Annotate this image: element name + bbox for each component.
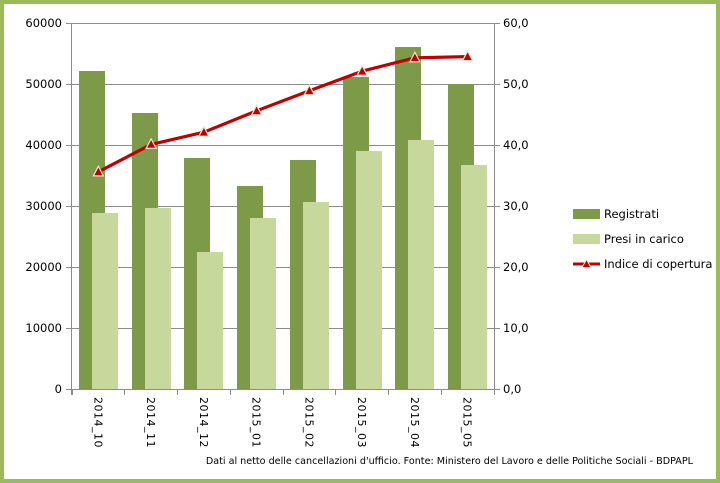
gridline: [72, 22, 494, 24]
y-axis-right-tick: [495, 144, 500, 146]
y-axis-right-tick-label: 20,0: [503, 260, 529, 274]
x-axis-tick: [440, 389, 442, 395]
bar-presi-in-carico: [91, 213, 118, 389]
y-axis-left-tick-label: 60000: [25, 16, 62, 30]
y-axis-right-tick-label: 40,0: [503, 138, 529, 152]
x-axis-category-label: 2015_04: [407, 397, 421, 448]
legend-line-marker-icon: [573, 258, 600, 268]
legend-label: Indice di copertura: [604, 257, 713, 271]
gridline: [72, 327, 494, 329]
legend-item-registrati: Registrati: [573, 207, 712, 221]
y-axis-left-tick: [66, 205, 71, 207]
coverage-line: [97, 55, 468, 174]
y-axis-left-tick-label: 0: [54, 382, 62, 396]
y-axis-left-tick: [66, 266, 71, 268]
legend-item-presi-in-carico: Presi in carico: [573, 232, 712, 246]
source-note: Dati al netto delle cancellazioni d'uffi…: [205, 456, 693, 467]
x-axis-tick: [493, 389, 495, 395]
line-marker: [461, 49, 474, 62]
y-axis-right-tick-label: 10,0: [503, 321, 529, 335]
y-axis-left-tick-label: 20000: [25, 260, 62, 274]
legend-label: Presi in carico: [604, 232, 684, 246]
y-axis-right-tick-label: 50,0: [503, 77, 529, 91]
gridline: [72, 266, 494, 268]
bar-presi-in-carico: [144, 208, 171, 389]
bar-presi-in-carico: [197, 251, 224, 389]
bar-presi-in-carico: [302, 202, 329, 389]
x-axis-tick: [335, 389, 337, 395]
line-marker: [197, 125, 210, 137]
y-axis-right-tick: [495, 205, 500, 207]
y-axis-left-line: [71, 23, 72, 395]
plot-area: [72, 22, 494, 390]
x-axis-category-label: 2014_12: [196, 397, 210, 448]
y-axis-right-tick: [495, 266, 500, 268]
bar-presi-in-carico: [461, 164, 488, 389]
line-marker: [92, 165, 105, 177]
y-axis-left-tick-label: 30000: [25, 199, 62, 213]
coverage-line-layer: [92, 49, 474, 177]
y-axis-right-tick-label: 60,0: [503, 16, 529, 30]
y-axis-left-tick-label: 50000: [25, 77, 62, 91]
line-marker: [303, 83, 316, 96]
legend-label: Registrati: [604, 207, 660, 221]
y-axis-left-tick: [66, 327, 71, 329]
x-axis-tick: [124, 389, 126, 395]
x-axis-category-label: 2014_10: [91, 397, 105, 448]
gridline: [72, 144, 494, 146]
y-axis-right-tick: [495, 388, 500, 390]
line-marker: [356, 64, 369, 76]
y-axis-left-tick-label: 40000: [25, 138, 62, 152]
x-axis-tick: [388, 389, 389, 395]
x-axis-tick: [71, 389, 73, 395]
line-marker: [145, 137, 158, 149]
y-axis-right-tick: [495, 327, 500, 329]
legend: Registrati Presi in carico Indice di coper…: [573, 207, 712, 271]
x-axis-line: [66, 389, 494, 390]
y-axis-left-tick: [66, 388, 71, 390]
line-marker: [250, 104, 263, 116]
y-axis-left-tick: [66, 144, 71, 146]
y-axis-right-tick-label: 0,0: [503, 382, 522, 396]
y-axis-left-tick: [66, 83, 71, 85]
gridline: [72, 205, 494, 207]
bar-presi-in-carico: [250, 218, 277, 389]
gridline: [72, 83, 494, 85]
y-axis-right-tick-label: 30,0: [503, 199, 529, 213]
y-axis-left-tick: [66, 22, 71, 24]
legend-swatch-icon: [573, 209, 600, 219]
y-axis-right-line: [494, 23, 495, 395]
x-axis-category-label: 2015_03: [355, 397, 369, 448]
bar-presi-in-carico: [408, 140, 435, 389]
line-marker: [408, 50, 421, 63]
x-axis-category-label: 2015_05: [460, 397, 474, 448]
legend-item-indice-di-copertura: Indice di copertura: [573, 257, 712, 271]
bar-presi-in-carico: [355, 151, 382, 389]
x-axis-category-label: 2014_11: [144, 397, 158, 448]
x-axis-category-label: 2015_02: [302, 397, 316, 448]
y-axis-right-tick: [495, 22, 500, 24]
x-axis-tick: [229, 389, 231, 395]
x-axis-category-label: 2015_01: [249, 397, 263, 448]
legend-swatch-icon: [573, 234, 600, 244]
y-axis-right-tick: [495, 83, 500, 85]
x-axis-tick: [177, 389, 178, 395]
y-axis-left-tick-label: 10000: [25, 321, 62, 335]
x-axis-tick: [282, 389, 284, 395]
